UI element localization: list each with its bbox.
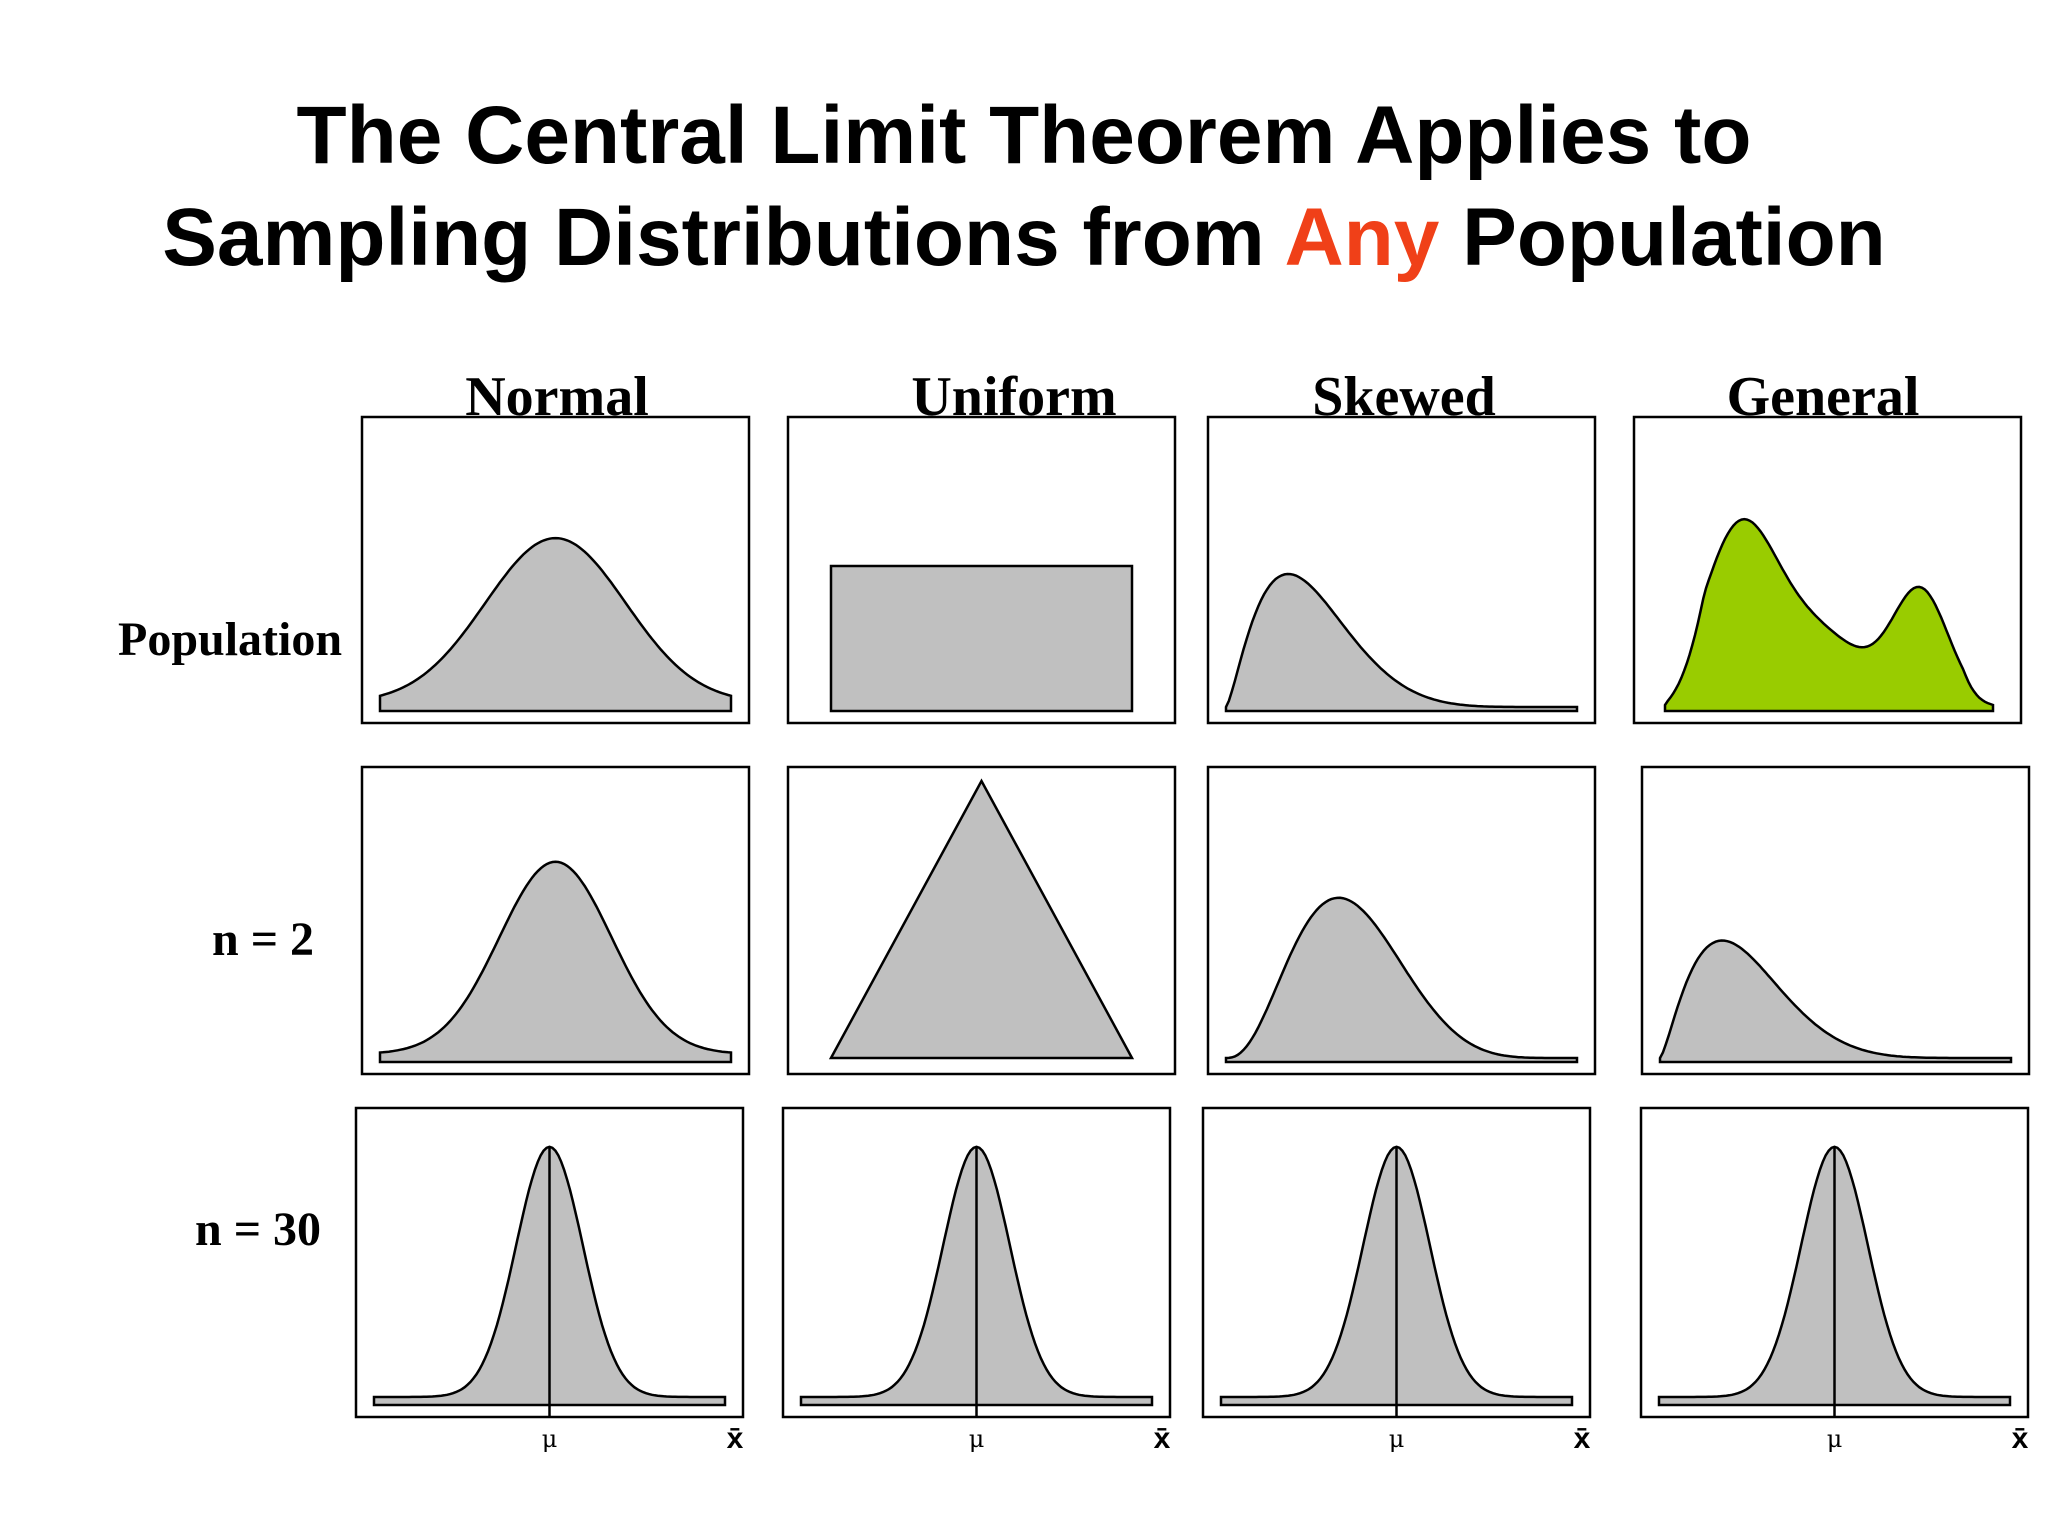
panel-normal-n-30: μ x̄ <box>354 1106 745 1455</box>
panel-skewed-n-2 <box>1206 765 1597 1076</box>
xbar-axis-label: x̄ <box>1574 1422 1591 1455</box>
panel-normal-n-2 <box>360 765 751 1076</box>
normal-n2-curve <box>378 860 733 1064</box>
mu-tick-label: μ <box>969 1425 985 1453</box>
panel-skewed-n-30: μ x̄ <box>1201 1106 1592 1455</box>
panel-general-population <box>1632 415 2023 725</box>
skewed-population-curve <box>1224 572 1579 713</box>
panel-general-n-30: μ x̄ <box>1639 1106 2030 1455</box>
panel-uniform-n-30: μ x̄ <box>781 1106 1172 1455</box>
row-header-n-2: n = 2 <box>212 913 315 966</box>
row-header-population: Population <box>118 613 343 666</box>
mu-tick-label: μ <box>542 1425 558 1453</box>
panel-normal-population <box>360 415 751 725</box>
panel-general-n-2 <box>1640 765 2031 1076</box>
general-population-curve <box>1663 517 1995 713</box>
title-text-before-accent: Sampling Distributions from <box>162 192 1285 283</box>
xbar-axis-label: x̄ <box>1154 1422 1171 1455</box>
xbar-axis-label: x̄ <box>2012 1422 2029 1455</box>
panel-uniform-n-2 <box>786 765 1177 1076</box>
title-accent-word: Any <box>1284 192 1440 283</box>
mu-tick-label: μ <box>1389 1425 1405 1453</box>
general-n2-curve <box>1658 939 2013 1064</box>
xbar-axis-label: x̄ <box>727 1422 744 1455</box>
normal-population-curve <box>378 536 733 713</box>
skewed-n2-curve <box>1224 896 1579 1064</box>
slide-title-line-2: Sampling Distributions from Any Populati… <box>0 197 2048 279</box>
slide-title-line-1: The Central Limit Theorem Applies to <box>296 90 1752 181</box>
panel-skewed-population <box>1206 415 1597 725</box>
uniform-n2-triangle <box>828 778 1135 1060</box>
uniform-population-rectangle <box>829 564 1134 713</box>
panel-uniform-population <box>786 415 1177 725</box>
row-header-n-30: n = 30 <box>195 1203 322 1256</box>
mu-tick-label: μ <box>1827 1425 1843 1453</box>
title-text-after-accent: Population <box>1439 192 1886 283</box>
